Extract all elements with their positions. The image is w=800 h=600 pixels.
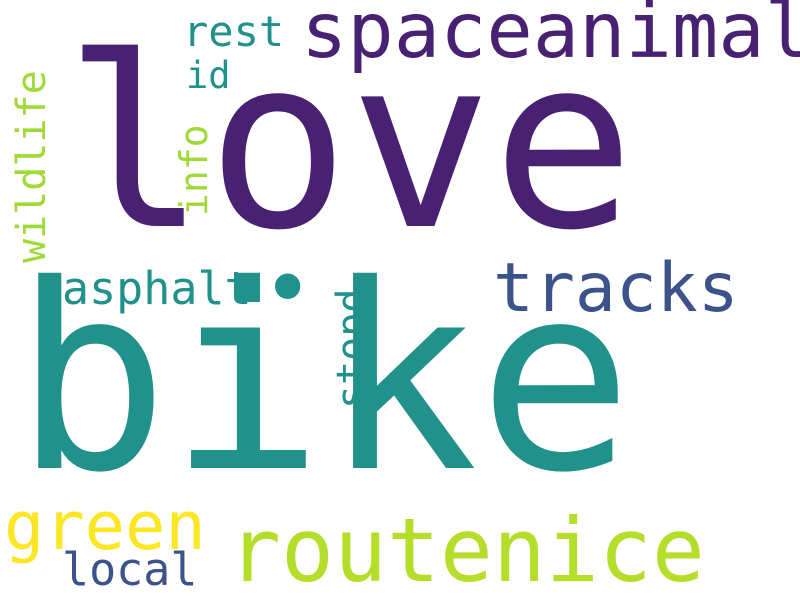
word-love: love (64, 6, 635, 282)
word-wildlife: wildlife (9, 70, 55, 263)
word-green: green (4, 487, 206, 565)
word-local: local (62, 543, 198, 596)
word-rest: rest (183, 7, 285, 56)
word-info: info (172, 124, 216, 216)
word-bike: bike (14, 229, 633, 529)
word-asphalt: asphalt (62, 262, 252, 315)
word-routenice: routenice (228, 499, 705, 600)
word-stopd: stopd (329, 288, 375, 409)
word-id: id (186, 54, 231, 97)
word-tracks: tracks (493, 249, 739, 328)
word-dot: • (266, 246, 310, 330)
word-spaceanimal: spaceanimal (301, 0, 800, 76)
